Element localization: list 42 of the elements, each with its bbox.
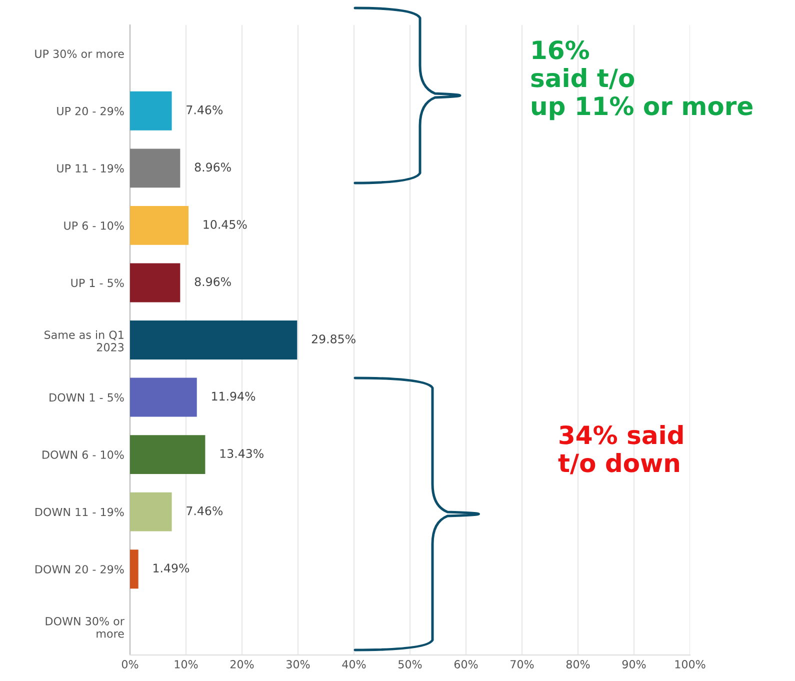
- bar: [130, 550, 138, 589]
- y-tick-label: UP 1 - 5%: [71, 278, 124, 288]
- bar: [130, 206, 189, 245]
- x-tick-label: 10%: [174, 660, 198, 668]
- y-tick-label: DOWN 30% or more: [46, 616, 124, 638]
- bar: [130, 378, 197, 417]
- bar: [130, 263, 180, 302]
- bar: [130, 320, 298, 360]
- data-label: 1.49%: [154, 564, 190, 573]
- x-tick-label: 0%: [122, 660, 138, 668]
- x-tick-label: 80%: [566, 660, 590, 668]
- data-label: 8.96%: [194, 162, 231, 172]
- data-label: 10.45%: [204, 220, 247, 229]
- y-tick-label: UP 20 - 29%: [57, 106, 124, 116]
- bar: [130, 435, 206, 474]
- annotation: 34% said t/o down: [558, 425, 683, 474]
- x-tick-label: 20%: [230, 660, 254, 668]
- y-tick-label: DOWN 1 - 5%: [50, 393, 124, 402]
- y-tick-label: DOWN 20 - 29%: [35, 565, 124, 574]
- y-tick-label: UP 11 - 19%: [57, 164, 124, 173]
- x-tick-label: 70%: [510, 660, 534, 668]
- x-tick-label: 60%: [454, 660, 478, 668]
- bar: [130, 492, 172, 532]
- x-tick-label: 50%: [398, 660, 422, 668]
- data-label: 13.43%: [220, 449, 264, 458]
- data-label: 11.94%: [212, 392, 256, 401]
- y-tick-label: Same as in Q1 2023: [44, 330, 124, 352]
- data-label: 29.85%: [312, 334, 356, 344]
- y-tick-label: UP 30% or more: [35, 50, 124, 58]
- data-label: 7.46%: [186, 105, 223, 114]
- y-tick-label: UP 6 - 10%: [64, 221, 124, 230]
- data-label: 7.46%: [186, 506, 223, 516]
- data-label: 8.96%: [194, 277, 231, 286]
- y-tick-label: DOWN 11 - 19%: [35, 508, 124, 516]
- annotation: 16% said t/o up 11% or more: [531, 40, 752, 120]
- x-tick-label: 90%: [622, 660, 646, 668]
- bar: [130, 148, 180, 188]
- x-tick-label: 40%: [342, 660, 366, 668]
- x-tick-label: 100%: [675, 660, 706, 668]
- y-tick-label: DOWN 6 - 10%: [42, 450, 124, 459]
- bar: [130, 91, 172, 130]
- x-tick-label: 30%: [286, 660, 310, 668]
